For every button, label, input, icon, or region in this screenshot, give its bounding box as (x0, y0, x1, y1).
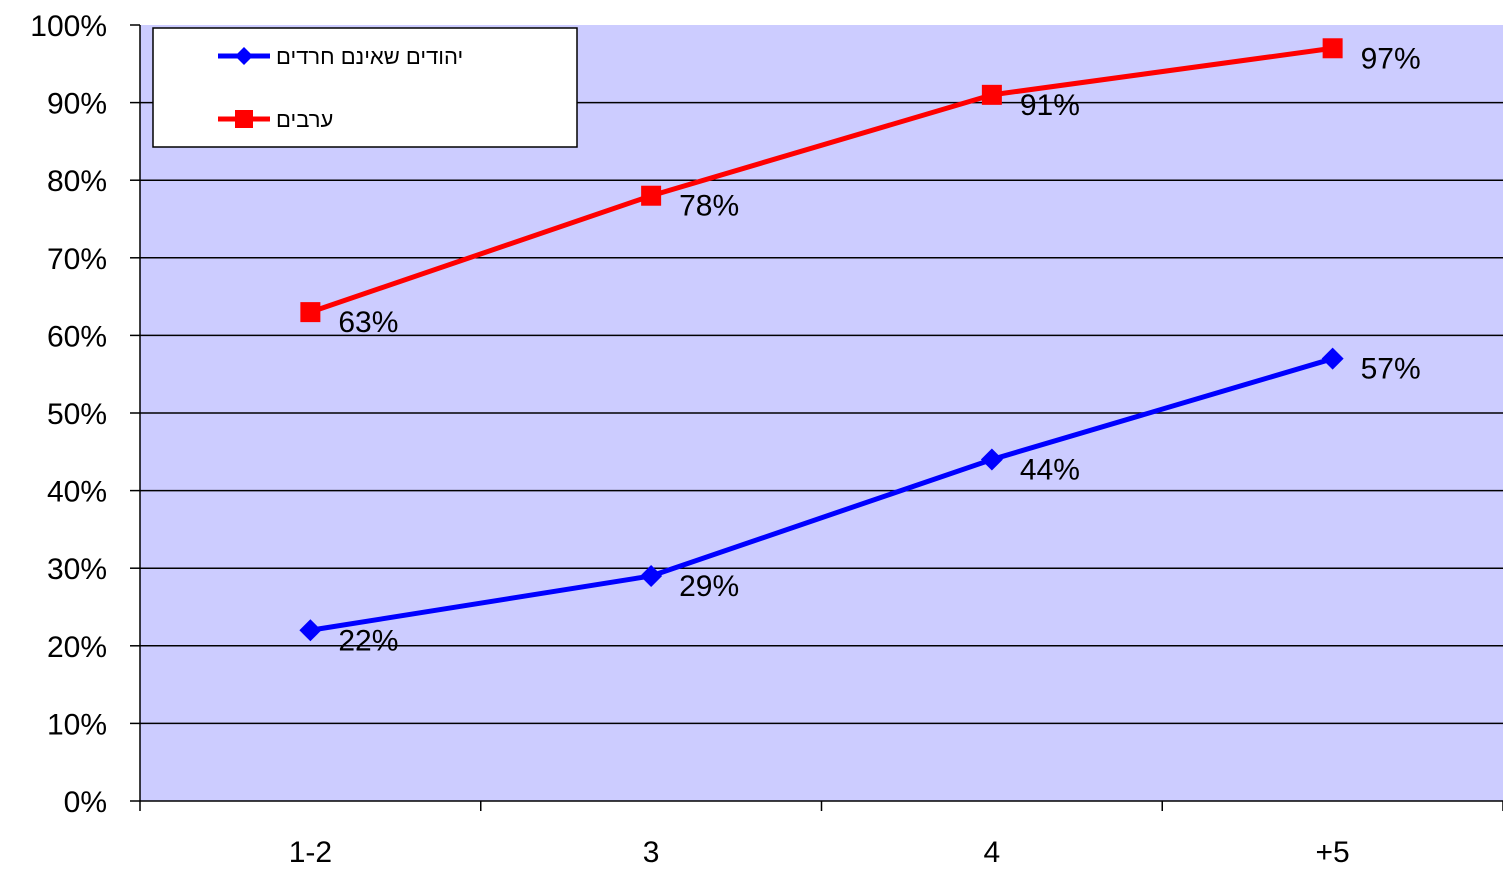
data-label: 29% (679, 570, 739, 603)
y-tick-label: 10% (47, 708, 107, 741)
y-tick-label: 50% (47, 398, 107, 431)
data-point-square (641, 185, 662, 206)
y-tick-label: 60% (47, 320, 107, 353)
x-tick-label: 3 (643, 836, 660, 869)
legend-label-1: ערבים (276, 107, 333, 132)
data-label: 97% (1361, 42, 1421, 75)
series-layer: 22% 29% 44% 57% 63% 78% 91% 97% (299, 38, 1421, 657)
legend-label-0: יהודים שאינם חרדים (276, 44, 463, 69)
series-line (309, 45, 1333, 315)
x-tick-label: +5 (1316, 836, 1350, 869)
data-label: 63% (338, 306, 398, 339)
y-tick-label: 80% (47, 165, 107, 198)
data-label: 78% (679, 190, 739, 223)
data-label: 57% (1361, 353, 1421, 386)
series-0: 22% 29% 44% 57% (299, 347, 1421, 657)
series-line (309, 356, 1334, 633)
data-point-square (981, 84, 1002, 105)
data-point-square (1322, 38, 1343, 59)
legend-diamond-icon (235, 47, 253, 65)
data-point-diamond (299, 619, 322, 642)
series-1: 63% 78% 91% 97% (300, 38, 1421, 339)
y-tick-label: 40% (47, 476, 107, 509)
data-label: 44% (1020, 454, 1080, 487)
data-point-diamond (1321, 347, 1344, 370)
legend: יהודים שאינם חרדים ערבים (152, 27, 578, 148)
legend-square-icon (235, 110, 253, 128)
x-tick-label: 4 (984, 836, 1001, 869)
y-axis-tick-labels: 0% 10% 20% 30% 40% 50% 60% 70% 80% 90% 100% (30, 10, 107, 819)
legend-box (152, 27, 578, 148)
data-label: 22% (338, 624, 398, 657)
data-point-square (300, 302, 321, 323)
x-tick-label: 1-2 (289, 836, 332, 869)
data-point-diamond (640, 564, 663, 587)
y-tick-label: 30% (47, 553, 107, 586)
x-axis-tick-labels: 1-2 3 4 +5 (289, 836, 1350, 869)
y-tick-label: 90% (47, 88, 107, 121)
y-tick-label: 0% (64, 786, 107, 819)
y-tick-label: 70% (47, 243, 107, 276)
axes (130, 24, 1503, 811)
y-tick-label: 100% (30, 10, 107, 43)
y-tick-label: 20% (47, 631, 107, 664)
data-label: 91% (1020, 89, 1080, 122)
data-point-diamond (980, 448, 1003, 471)
